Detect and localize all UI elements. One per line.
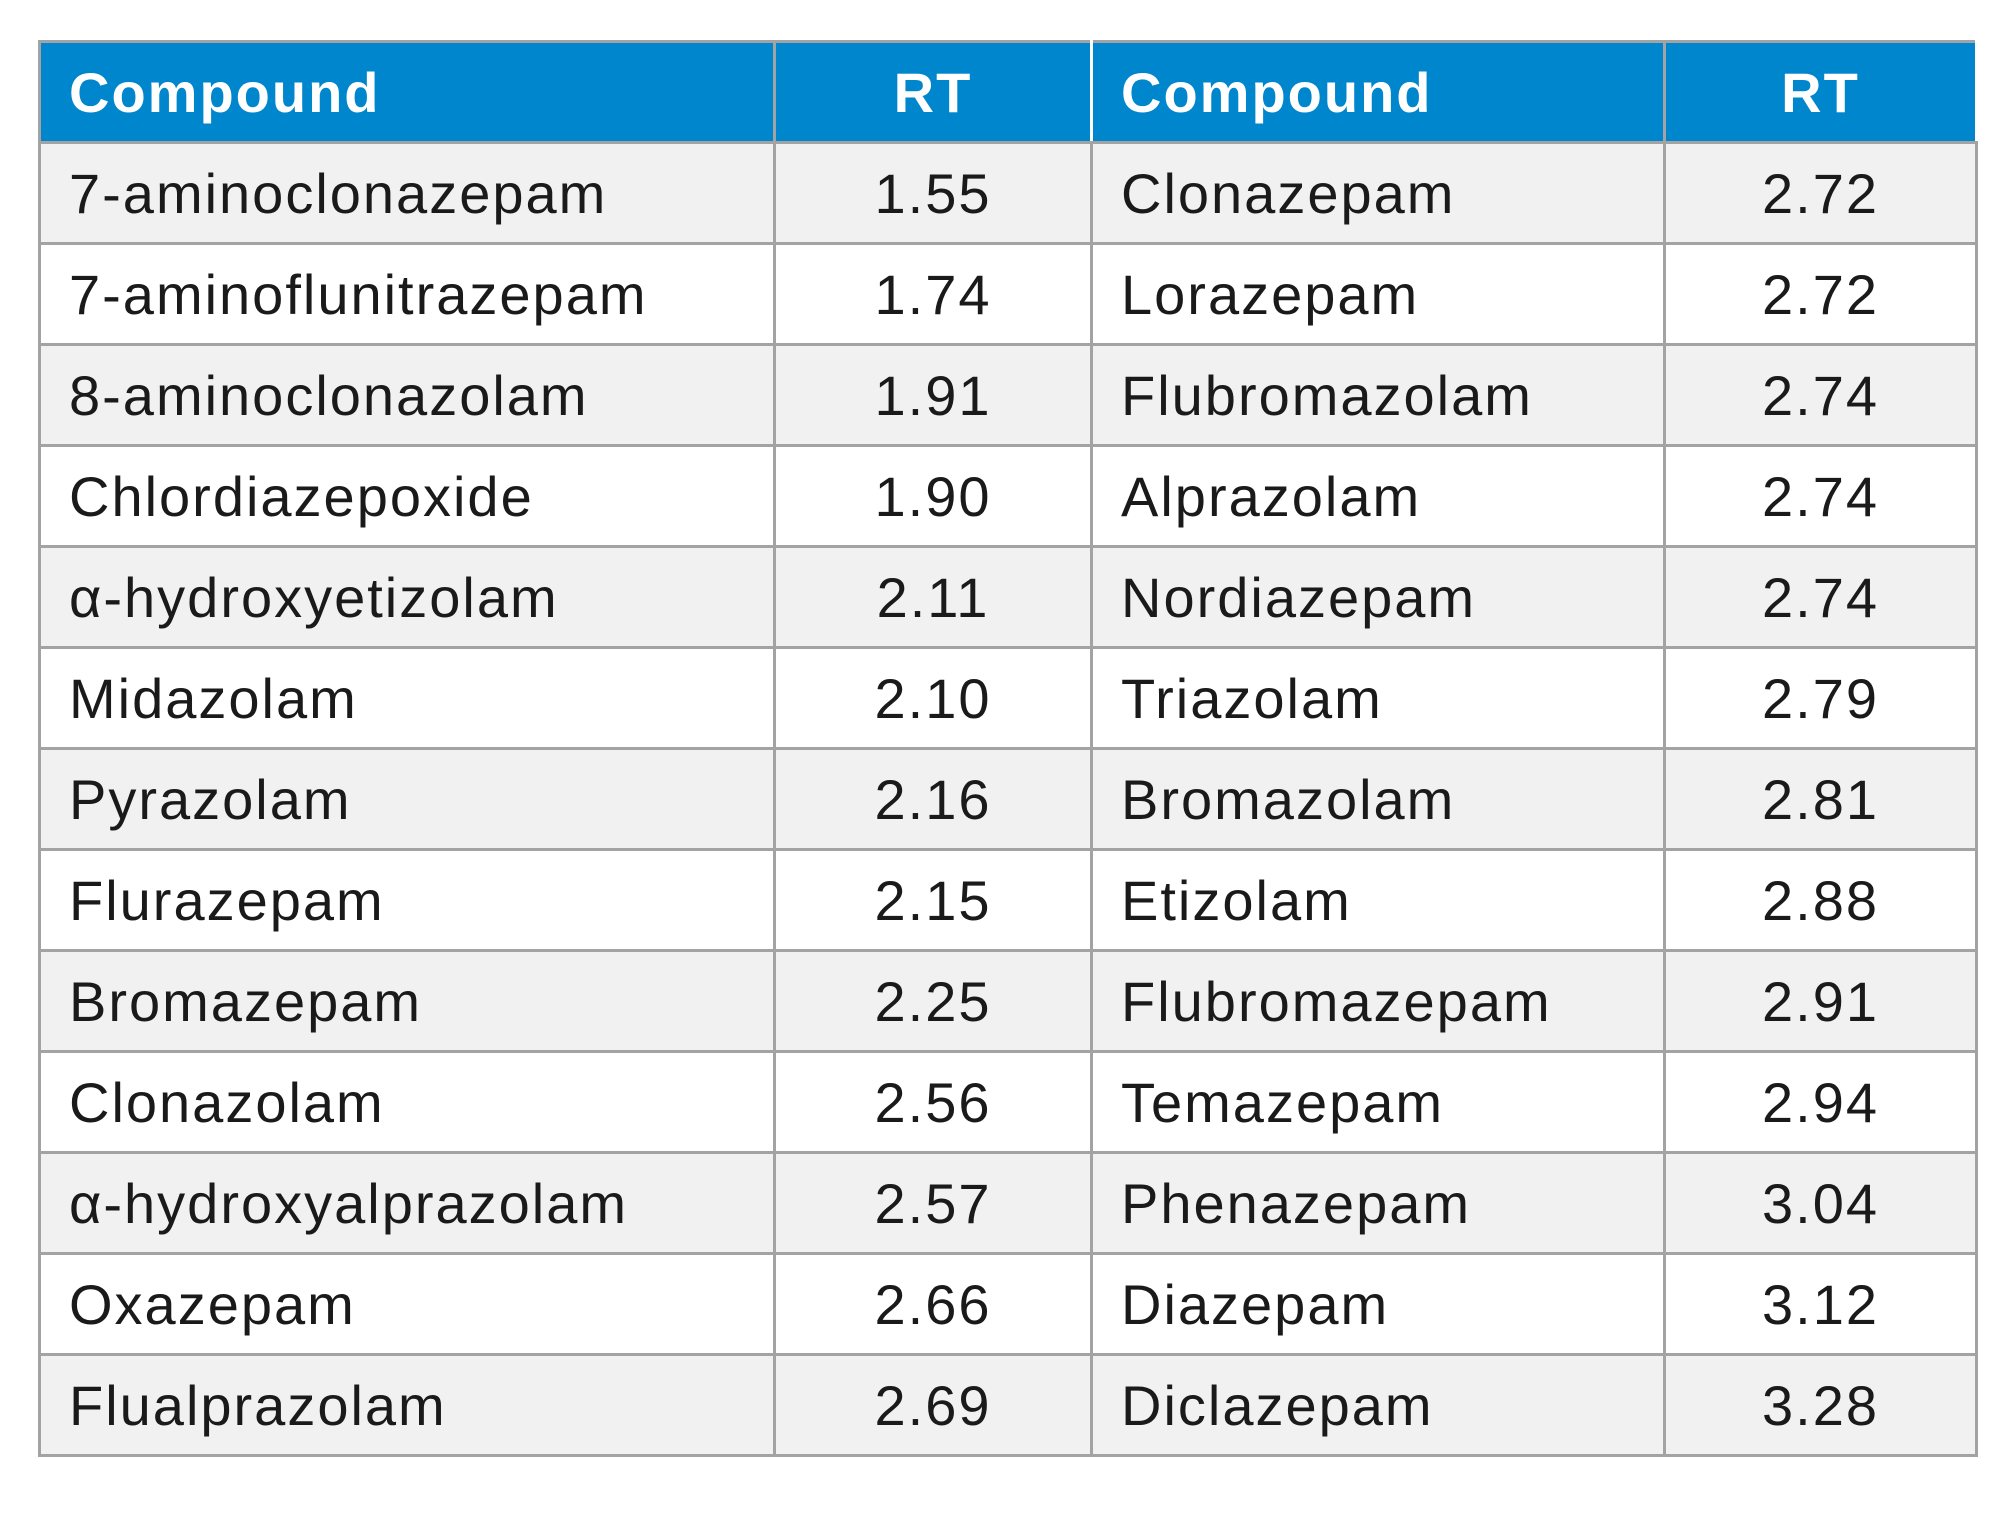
cell-compound-left: α-hydroxyalprazolam — [38, 1151, 776, 1255]
cell-compound-right: Lorazepam — [1090, 242, 1666, 346]
cell-rt-left: 2.25 — [773, 949, 1093, 1053]
cell-compound-left: Chlordiazepoxide — [38, 444, 776, 548]
table-row: Flualprazolam 2.69 Diclazepam 3.28 — [38, 1353, 1978, 1457]
header-rt-right: RT — [1663, 40, 1978, 144]
cell-rt-left: 2.15 — [773, 848, 1093, 952]
cell-compound-right: Triazolam — [1090, 646, 1666, 750]
cell-rt-right: 2.91 — [1663, 949, 1978, 1053]
cell-compound-left: α-hydroxyetizolam — [38, 545, 776, 649]
cell-compound-left: 7-aminoclonazepam — [38, 141, 776, 245]
table-header-row: Compound RT Compound RT — [38, 40, 1978, 144]
table-row: Pyrazolam 2.16 Bromazolam 2.81 — [38, 747, 1978, 851]
cell-rt-right: 2.94 — [1663, 1050, 1978, 1154]
cell-compound-right: Bromazolam — [1090, 747, 1666, 851]
table-row: α-hydroxyalprazolam 2.57 Phenazepam 3.04 — [38, 1151, 1978, 1255]
cell-compound-left: Flualprazolam — [38, 1353, 776, 1457]
header-rt-left: RT — [773, 40, 1093, 144]
cell-compound-left: Pyrazolam — [38, 747, 776, 851]
table-row: 7-aminoflunitrazepam 1.74 Lorazepam 2.72 — [38, 242, 1978, 346]
cell-rt-left: 1.90 — [773, 444, 1093, 548]
cell-compound-right: Diclazepam — [1090, 1353, 1666, 1457]
table-row: 7-aminoclonazepam 1.55 Clonazepam 2.72 — [38, 141, 1978, 245]
table-row: 8-aminoclonazolam 1.91 Flubromazolam 2.74 — [38, 343, 1978, 447]
cell-rt-right: 2.74 — [1663, 545, 1978, 649]
cell-rt-left: 2.11 — [773, 545, 1093, 649]
cell-rt-right: 2.81 — [1663, 747, 1978, 851]
cell-compound-left: Clonazolam — [38, 1050, 776, 1154]
cell-rt-right: 3.12 — [1663, 1252, 1978, 1356]
cell-compound-right: Flubromazolam — [1090, 343, 1666, 447]
cell-rt-left: 2.56 — [773, 1050, 1093, 1154]
cell-rt-right: 2.74 — [1663, 343, 1978, 447]
cell-rt-right: 2.79 — [1663, 646, 1978, 750]
cell-rt-right: 3.04 — [1663, 1151, 1978, 1255]
table-row: Clonazolam 2.56 Temazepam 2.94 — [38, 1050, 1978, 1154]
cell-compound-left: Oxazepam — [38, 1252, 776, 1356]
table-row: α-hydroxyetizolam 2.11 Nordiazepam 2.74 — [38, 545, 1978, 649]
cell-compound-right: Phenazepam — [1090, 1151, 1666, 1255]
table-row: Flurazepam 2.15 Etizolam 2.88 — [38, 848, 1978, 952]
cell-rt-right: 2.72 — [1663, 141, 1978, 245]
cell-rt-left: 1.74 — [773, 242, 1093, 346]
table-row: Oxazepam 2.66 Diazepam 3.12 — [38, 1252, 1978, 1356]
cell-compound-right: Alprazolam — [1090, 444, 1666, 548]
cell-compound-left: Flurazepam — [38, 848, 776, 952]
cell-rt-left: 1.91 — [773, 343, 1093, 447]
table-row: Midazolam 2.10 Triazolam 2.79 — [38, 646, 1978, 750]
cell-compound-right: Flubromazepam — [1090, 949, 1666, 1053]
header-compound-right: Compound — [1090, 40, 1666, 144]
cell-compound-right: Clonazepam — [1090, 141, 1666, 245]
cell-compound-right: Etizolam — [1090, 848, 1666, 952]
cell-rt-left: 2.57 — [773, 1151, 1093, 1255]
cell-compound-left: 8-aminoclonazolam — [38, 343, 776, 447]
cell-rt-left: 1.55 — [773, 141, 1093, 245]
cell-rt-left: 2.66 — [773, 1252, 1093, 1356]
cell-rt-left: 2.16 — [773, 747, 1093, 851]
retention-time-table: Compound RT Compound RT 7-aminoclonazepa… — [38, 40, 1978, 1457]
cell-rt-right: 2.74 — [1663, 444, 1978, 548]
cell-rt-left: 2.10 — [773, 646, 1093, 750]
retention-time-table-container: Compound RT Compound RT 7-aminoclonazepa… — [38, 40, 1978, 1457]
cell-rt-right: 2.72 — [1663, 242, 1978, 346]
cell-compound-right: Nordiazepam — [1090, 545, 1666, 649]
header-compound-left: Compound — [38, 40, 776, 144]
table-row: Chlordiazepoxide 1.90 Alprazolam 2.74 — [38, 444, 1978, 548]
cell-compound-left: Midazolam — [38, 646, 776, 750]
cell-compound-left: Bromazepam — [38, 949, 776, 1053]
table-row: Bromazepam 2.25 Flubromazepam 2.91 — [38, 949, 1978, 1053]
cell-compound-right: Diazepam — [1090, 1252, 1666, 1356]
table-body: 7-aminoclonazepam 1.55 Clonazepam 2.72 7-ami… — [38, 141, 1978, 1457]
cell-rt-right: 3.28 — [1663, 1353, 1978, 1457]
cell-rt-right: 2.88 — [1663, 848, 1978, 952]
cell-compound-right: Temazepam — [1090, 1050, 1666, 1154]
cell-compound-left: 7-aminoflunitrazepam — [38, 242, 776, 346]
cell-rt-left: 2.69 — [773, 1353, 1093, 1457]
